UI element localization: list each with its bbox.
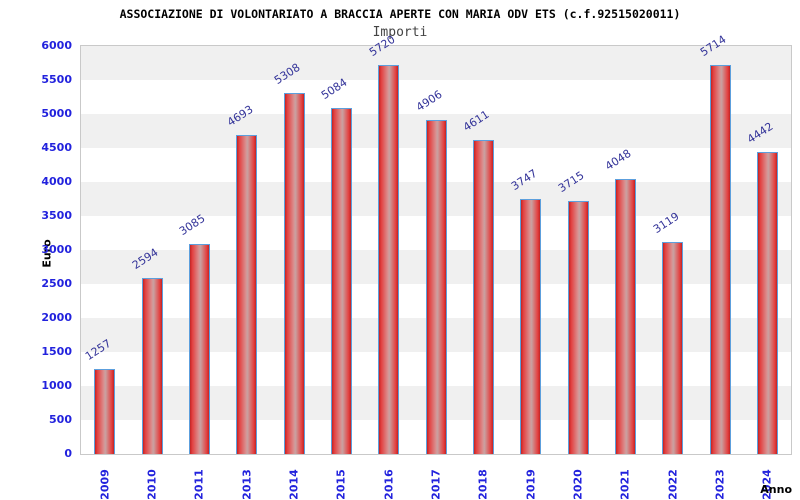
bar-2014 (283, 93, 305, 454)
y-tick-label: 4500 (41, 141, 72, 154)
bar-value-label: 4442 (745, 119, 776, 146)
x-tick-label-2021: 2021 (618, 469, 632, 500)
x-tick-label-2011: 2011 (192, 469, 206, 500)
y-tick-label: 3000 (41, 243, 72, 256)
bar-2020 (567, 201, 589, 454)
bar-value-label: 1257 (82, 336, 114, 363)
y-tick-label: 6000 (41, 39, 72, 52)
y-tick-label: 5000 (41, 107, 72, 120)
bar-value-label: 4611 (461, 108, 492, 135)
bar-2024 (756, 151, 778, 454)
y-tick-label: 5500 (41, 73, 72, 86)
bar-2023 (709, 65, 731, 454)
x-axis-title: Anno (760, 483, 792, 496)
y-tick-label: 3500 (41, 209, 72, 222)
bar-2018 (472, 140, 494, 454)
y-tick-label: 1000 (41, 379, 72, 392)
chart-subtitle: Importi (372, 25, 428, 40)
bar-value-label: 2594 (129, 245, 161, 272)
x-tick-label-2015: 2015 (334, 469, 348, 500)
x-tick-label-2018: 2018 (476, 469, 490, 500)
bar-2017 (425, 120, 447, 454)
y-tick-label: 1500 (41, 345, 72, 358)
bar-2015 (330, 108, 352, 454)
bar-value-label: 5308 (271, 60, 303, 88)
bar-2011 (188, 244, 210, 454)
bar-value-label: 3715 (555, 169, 587, 196)
y-tick-label: 2500 (41, 277, 72, 290)
x-tick-label-2014: 2014 (287, 469, 301, 500)
x-tick-label-2010: 2010 (145, 469, 159, 500)
x-tick-label-2019: 2019 (524, 469, 538, 500)
bar-value-label: 4048 (603, 146, 634, 173)
bar-2019 (520, 199, 542, 454)
y-tick-label: 0 (64, 447, 72, 460)
y-tick-label: 4000 (41, 175, 72, 188)
x-tick-label-2009: 2009 (98, 469, 112, 500)
bar-2010 (141, 277, 163, 454)
bar-2022 (662, 241, 684, 454)
bar-value-label: 3119 (650, 209, 682, 236)
bar-2013 (236, 134, 258, 454)
x-tick-label-2017: 2017 (429, 469, 443, 500)
y-tick-label: 500 (49, 413, 72, 426)
bar-value-label: 3085 (177, 212, 208, 239)
x-tick-label-2022: 2022 (666, 469, 680, 500)
bar-2021 (614, 178, 636, 454)
chart-title: ASSOCIAZIONE DI VOLONTARIATO A BRACCIA A… (119, 7, 681, 21)
bar-value-label: 5084 (319, 76, 350, 103)
x-tick-label-2013: 2013 (240, 469, 254, 500)
bar-2009 (94, 368, 116, 454)
y-tick-label: 2000 (41, 311, 72, 324)
plot-area: 1257 2594 3085 4693 5308 5084 5720 4906 4611 3747… (80, 33, 792, 455)
bar-value-label: 4906 (413, 88, 445, 115)
x-tick-label-2016: 2016 (382, 469, 396, 500)
x-tick-label-2020: 2020 (571, 469, 585, 500)
x-tick-label-2023: 2023 (713, 469, 727, 500)
bar-value-label: 4693 (224, 102, 256, 129)
bar-value-label: 3747 (508, 167, 540, 194)
bar-2016 (378, 65, 400, 454)
